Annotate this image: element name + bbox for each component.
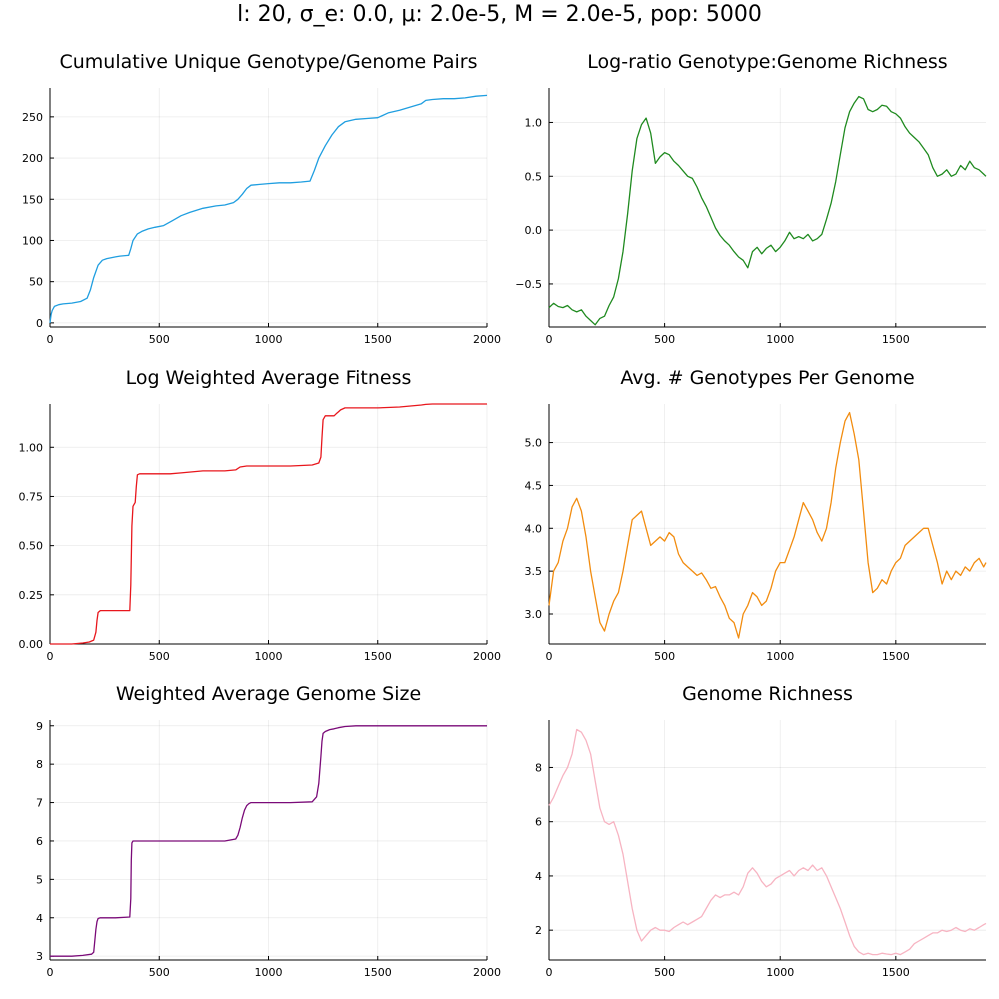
- y-tick-label: 8: [535, 761, 542, 774]
- y-tick-label: 5: [36, 873, 43, 886]
- x-tick-label: 1500: [882, 333, 910, 346]
- y-tick-label: 4: [36, 912, 43, 925]
- panel-title: Log Weighted Average Fitness: [126, 367, 412, 389]
- x-tick-label: 0: [546, 333, 553, 346]
- panel-title: Cumulative Unique Genotype/Genome Pairs: [59, 51, 477, 73]
- panel-title: Weighted Average Genome Size: [116, 683, 421, 705]
- y-tick-label: 2: [535, 924, 542, 937]
- x-tick-label: 1500: [364, 650, 392, 663]
- panel-3: Log Weighted Average Fitness 0 500 1000 1500…: [19, 367, 502, 663]
- x-tick-label: 500: [149, 650, 170, 663]
- y-tick-label: 3.5: [525, 565, 543, 578]
- y-tick-label: 4: [535, 870, 542, 883]
- y-tick-label: 9: [36, 720, 43, 733]
- x-tick-label: 1000: [766, 966, 794, 979]
- series-line: [50, 403, 487, 645]
- x-tick-label: 500: [149, 966, 170, 979]
- x-tick-label: 1000: [255, 650, 283, 663]
- series-line: [548, 728, 987, 956]
- y-tick-label: 3: [36, 950, 43, 963]
- y-tick-label: 0.25: [19, 589, 44, 602]
- y-tick-label: −0.5: [515, 278, 542, 291]
- x-tick-label: 500: [149, 333, 170, 346]
- series-line: [548, 95, 987, 326]
- y-tick-label: 3.0: [525, 608, 543, 621]
- panel-1: Cumulative Unique Genotype/Genome Pairs 0…: [22, 51, 501, 346]
- x-tick-label: 1500: [882, 966, 910, 979]
- x-tick-label: 500: [654, 333, 675, 346]
- panel-6: Genome Richness 0 500 1000 1500 2 4 6 8: [535, 683, 987, 979]
- panel-4: Avg. # Genotypes Per Genome 0 500 1000 1500 3…: [525, 367, 987, 663]
- x-tick-label: 0: [47, 333, 54, 346]
- y-tick-label: 8: [36, 758, 43, 771]
- y-tick-label: 6: [36, 835, 43, 848]
- x-tick-label: 2000: [473, 650, 501, 663]
- panel-title: Genome Richness: [682, 683, 853, 705]
- x-tick-label: 1000: [255, 333, 283, 346]
- panel-2: Log-ratio Genotype:Genome Richness 0 500 10…: [515, 51, 987, 346]
- x-tick-label: 0: [546, 966, 553, 979]
- x-tick-label: 2000: [473, 333, 501, 346]
- y-tick-label: 1.0: [525, 116, 543, 129]
- y-tick-label: 0.0: [525, 224, 543, 237]
- series-line: [50, 725, 487, 957]
- y-tick-label: 100: [22, 234, 43, 247]
- y-tick-label: 0.5: [525, 170, 543, 183]
- x-tick-label: 1500: [364, 333, 392, 346]
- y-tick-label: 1.00: [19, 441, 44, 454]
- x-tick-label: 2000: [473, 966, 501, 979]
- y-tick-label: 0: [36, 317, 43, 330]
- y-tick-label: 6: [535, 816, 542, 829]
- y-tick-label: 4.5: [525, 479, 543, 492]
- y-tick-label: 0.00: [19, 638, 44, 651]
- x-tick-label: 0: [47, 966, 54, 979]
- x-tick-label: 1000: [766, 650, 794, 663]
- series-line: [548, 411, 987, 639]
- x-tick-label: 0: [546, 650, 553, 663]
- x-tick-label: 1500: [364, 966, 392, 979]
- x-tick-label: 500: [654, 966, 675, 979]
- panel-5: Weighted Average Genome Size 0 500 1000 1500…: [36, 683, 501, 979]
- panel-title: Avg. # Genotypes Per Genome: [620, 367, 914, 389]
- series-line: [49, 94, 488, 323]
- y-tick-label: 200: [22, 152, 43, 165]
- y-tick-label: 250: [22, 111, 43, 124]
- y-tick-label: 4.0: [525, 522, 543, 535]
- y-tick-label: 5.0: [525, 437, 543, 450]
- y-tick-label: 0.75: [19, 490, 44, 503]
- x-tick-label: 0: [47, 650, 54, 663]
- y-tick-label: 150: [22, 193, 43, 206]
- y-tick-label: 0.50: [19, 540, 44, 553]
- panel-title: Log-ratio Genotype:Genome Richness: [587, 51, 947, 73]
- x-tick-label: 500: [654, 650, 675, 663]
- x-tick-label: 1500: [882, 650, 910, 663]
- y-tick-label: 50: [29, 276, 43, 289]
- x-tick-label: 1000: [766, 333, 794, 346]
- y-tick-label: 7: [36, 797, 43, 810]
- x-tick-label: 1000: [255, 966, 283, 979]
- figure-title: l: 20, σ_e: 0.0, μ: 2.0e-5, M = 2.0e-5, …: [237, 2, 762, 27]
